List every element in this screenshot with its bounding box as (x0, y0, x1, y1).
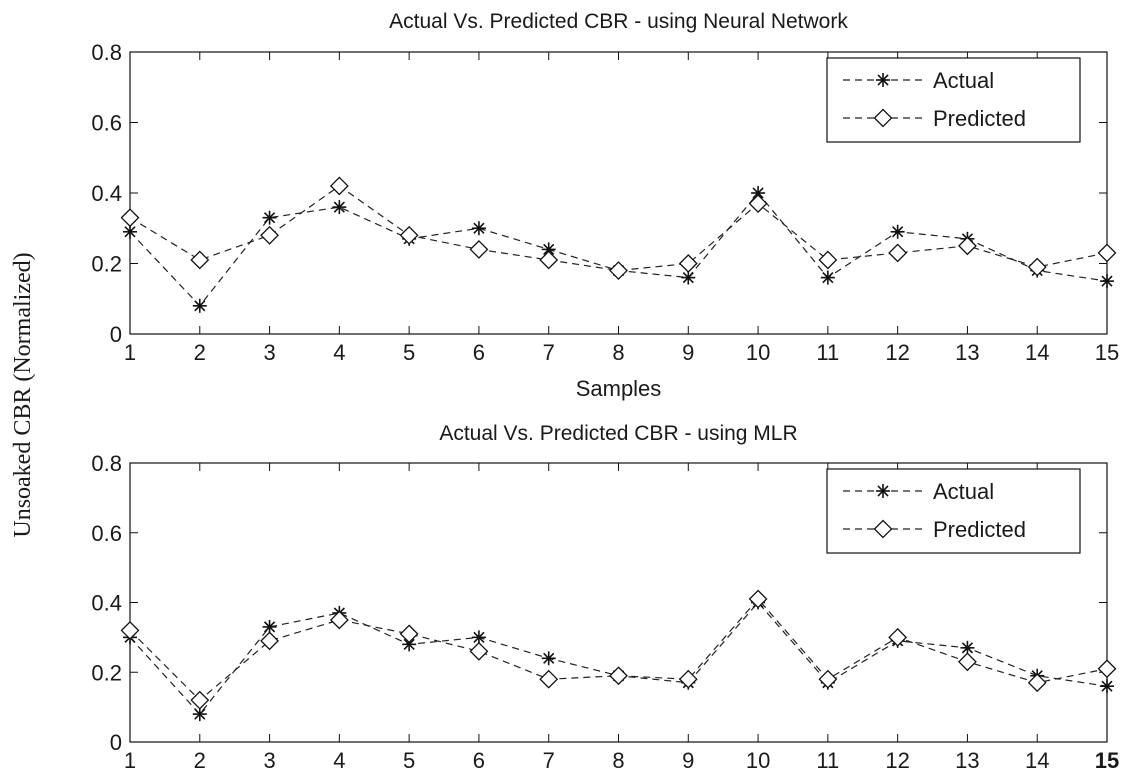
data-point-star (542, 651, 556, 665)
x-tick-label: 7 (543, 340, 555, 365)
x-tick-label: 11 (816, 340, 839, 365)
x-axis-label: Samples (576, 376, 662, 401)
data-point-diamond (401, 625, 418, 642)
data-point-diamond (750, 195, 767, 212)
shared-y-axis-label: Unsoaked CBR (Normalized) (10, 252, 36, 537)
x-tick-label: 4 (333, 340, 345, 365)
data-point-diamond (819, 671, 836, 688)
y-tick-label: 0.8 (91, 451, 122, 476)
legend: Actual Predicted (827, 469, 1080, 553)
x-tick-label: 6 (473, 748, 485, 773)
x-tick-label: 10 (746, 748, 770, 773)
data-point-diamond (540, 671, 557, 688)
series-line (130, 186, 1107, 271)
legend-label: Predicted (933, 106, 1026, 131)
x-tick-label: 13 (955, 340, 979, 365)
plot-neural-network: Actual Vs. Predicted CBR - using Neural … (91, 10, 1119, 401)
legend-star-icon (876, 484, 890, 498)
x-tick-label: 1 (124, 340, 136, 365)
series-line (130, 603, 1107, 715)
data-point-diamond (1029, 259, 1046, 276)
data-point-diamond (889, 629, 906, 646)
legend-label: Actual (933, 479, 994, 504)
legend: Actual Predicted (827, 58, 1080, 142)
y-tick-label: 0.6 (91, 521, 122, 546)
data-point-diamond (470, 643, 487, 660)
y-tick-label: 0.6 (91, 111, 122, 136)
data-point-star (263, 211, 277, 225)
data-point-diamond (122, 209, 139, 226)
data-point-diamond (261, 227, 278, 244)
data-point-star (193, 299, 207, 313)
x-tick-label: 10 (746, 340, 770, 365)
legend-label: Predicted (933, 517, 1026, 542)
y-tick-label: 0.2 (91, 660, 122, 685)
data-point-diamond (610, 262, 627, 279)
data-point-star (472, 221, 486, 235)
y-tick-label: 0.4 (91, 591, 122, 616)
series-predicted (122, 177, 1116, 279)
y-tick-label: 0.8 (91, 40, 122, 65)
data-point-diamond (959, 237, 976, 254)
data-point-star (1100, 679, 1114, 693)
x-tick-label: 2 (194, 748, 206, 773)
x-tick-label: 12 (885, 748, 909, 773)
chart-title: Actual Vs. Predicted CBR - using Neural … (389, 10, 848, 33)
x-tick-label: 9 (682, 748, 694, 773)
data-point-diamond (401, 227, 418, 244)
y-tick-label: 0 (110, 322, 122, 347)
x-tick-label: 5 (403, 340, 415, 365)
x-tick-label: 3 (263, 340, 275, 365)
x-tick-label: 1 (124, 748, 136, 773)
data-point-star (821, 271, 835, 285)
x-tick-label: 15 (1095, 340, 1119, 365)
x-tick-label: 14 (1025, 748, 1049, 773)
x-tick-label: 13 (955, 748, 979, 773)
x-tick-label: 4 (333, 748, 345, 773)
data-point-diamond (889, 244, 906, 261)
data-point-diamond (540, 251, 557, 268)
x-tick-label: 6 (473, 340, 485, 365)
data-point-diamond (1099, 660, 1116, 677)
data-point-star (332, 200, 346, 214)
series-line (130, 193, 1107, 306)
x-tick-label: 15 (1095, 748, 1119, 773)
x-tick-label: 11 (816, 748, 839, 773)
legend-label: Actual (933, 68, 994, 93)
data-point-diamond (610, 667, 627, 684)
y-tick-label: 0 (110, 730, 122, 755)
data-point-diamond (331, 177, 348, 194)
data-point-diamond (191, 251, 208, 268)
x-tick-label: 9 (682, 340, 694, 365)
legend-star-icon (876, 73, 890, 87)
x-tick-label: 12 (885, 340, 909, 365)
x-tick-label: 5 (403, 748, 415, 773)
y-tick-label: 0.2 (91, 252, 122, 277)
x-tick-label: 3 (263, 748, 275, 773)
plot-mlr: Actual Vs. Predicted CBR - using MLR 0 0.2… (91, 422, 1119, 773)
x-tick-label: 8 (612, 340, 624, 365)
data-point-diamond (1099, 244, 1116, 261)
data-point-star (891, 225, 905, 239)
data-point-star (1100, 274, 1114, 288)
y-tick-label: 0.4 (91, 181, 122, 206)
data-point-diamond (819, 251, 836, 268)
data-point-diamond (680, 255, 697, 272)
x-tick-label: 7 (543, 748, 555, 773)
data-point-diamond (122, 622, 139, 639)
x-tick-label: 8 (612, 748, 624, 773)
x-tick-label: 14 (1025, 340, 1049, 365)
data-point-diamond (470, 241, 487, 258)
x-tick-label: 2 (194, 340, 206, 365)
data-point-diamond (959, 653, 976, 670)
chart-title: Actual Vs. Predicted CBR - using MLR (439, 422, 797, 445)
